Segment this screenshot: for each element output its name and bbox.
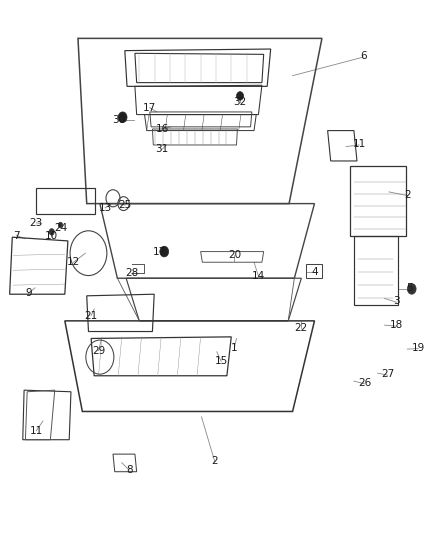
Text: 16: 16	[156, 124, 170, 134]
Text: 11: 11	[353, 139, 366, 149]
Circle shape	[407, 284, 416, 294]
Text: 29: 29	[92, 346, 105, 356]
Text: 1: 1	[231, 343, 238, 352]
Text: 2: 2	[211, 456, 218, 466]
Text: 13: 13	[99, 203, 112, 213]
Text: 19: 19	[412, 343, 425, 352]
Text: 25: 25	[118, 200, 131, 210]
Circle shape	[118, 112, 127, 123]
Text: 6: 6	[360, 51, 367, 61]
Text: 15: 15	[215, 357, 228, 366]
Text: 32: 32	[233, 98, 247, 107]
Text: 28: 28	[125, 268, 138, 278]
Text: 10: 10	[45, 231, 58, 240]
Text: 9: 9	[25, 288, 32, 298]
Circle shape	[160, 246, 169, 257]
Text: 14: 14	[252, 271, 265, 281]
Text: 5: 5	[406, 283, 413, 293]
Text: 21: 21	[85, 311, 98, 320]
Text: 11: 11	[30, 426, 43, 435]
Circle shape	[237, 92, 244, 100]
Text: 3: 3	[393, 296, 400, 306]
Text: 12: 12	[67, 257, 80, 267]
Text: 23: 23	[30, 218, 43, 228]
Text: 31: 31	[155, 144, 169, 154]
Text: 8: 8	[126, 465, 133, 475]
Text: 30: 30	[112, 115, 125, 125]
Circle shape	[49, 229, 54, 235]
Text: 26: 26	[358, 378, 371, 387]
Text: 24: 24	[54, 223, 67, 233]
Text: 22: 22	[295, 323, 308, 333]
Text: 4: 4	[311, 267, 318, 277]
Text: 27: 27	[381, 369, 394, 379]
Text: 2: 2	[404, 190, 411, 199]
Text: 7: 7	[13, 231, 20, 240]
Text: 20: 20	[228, 250, 241, 260]
Text: 17: 17	[153, 247, 166, 256]
Text: 17: 17	[143, 103, 156, 112]
Text: 18: 18	[390, 320, 403, 330]
Circle shape	[58, 222, 63, 228]
